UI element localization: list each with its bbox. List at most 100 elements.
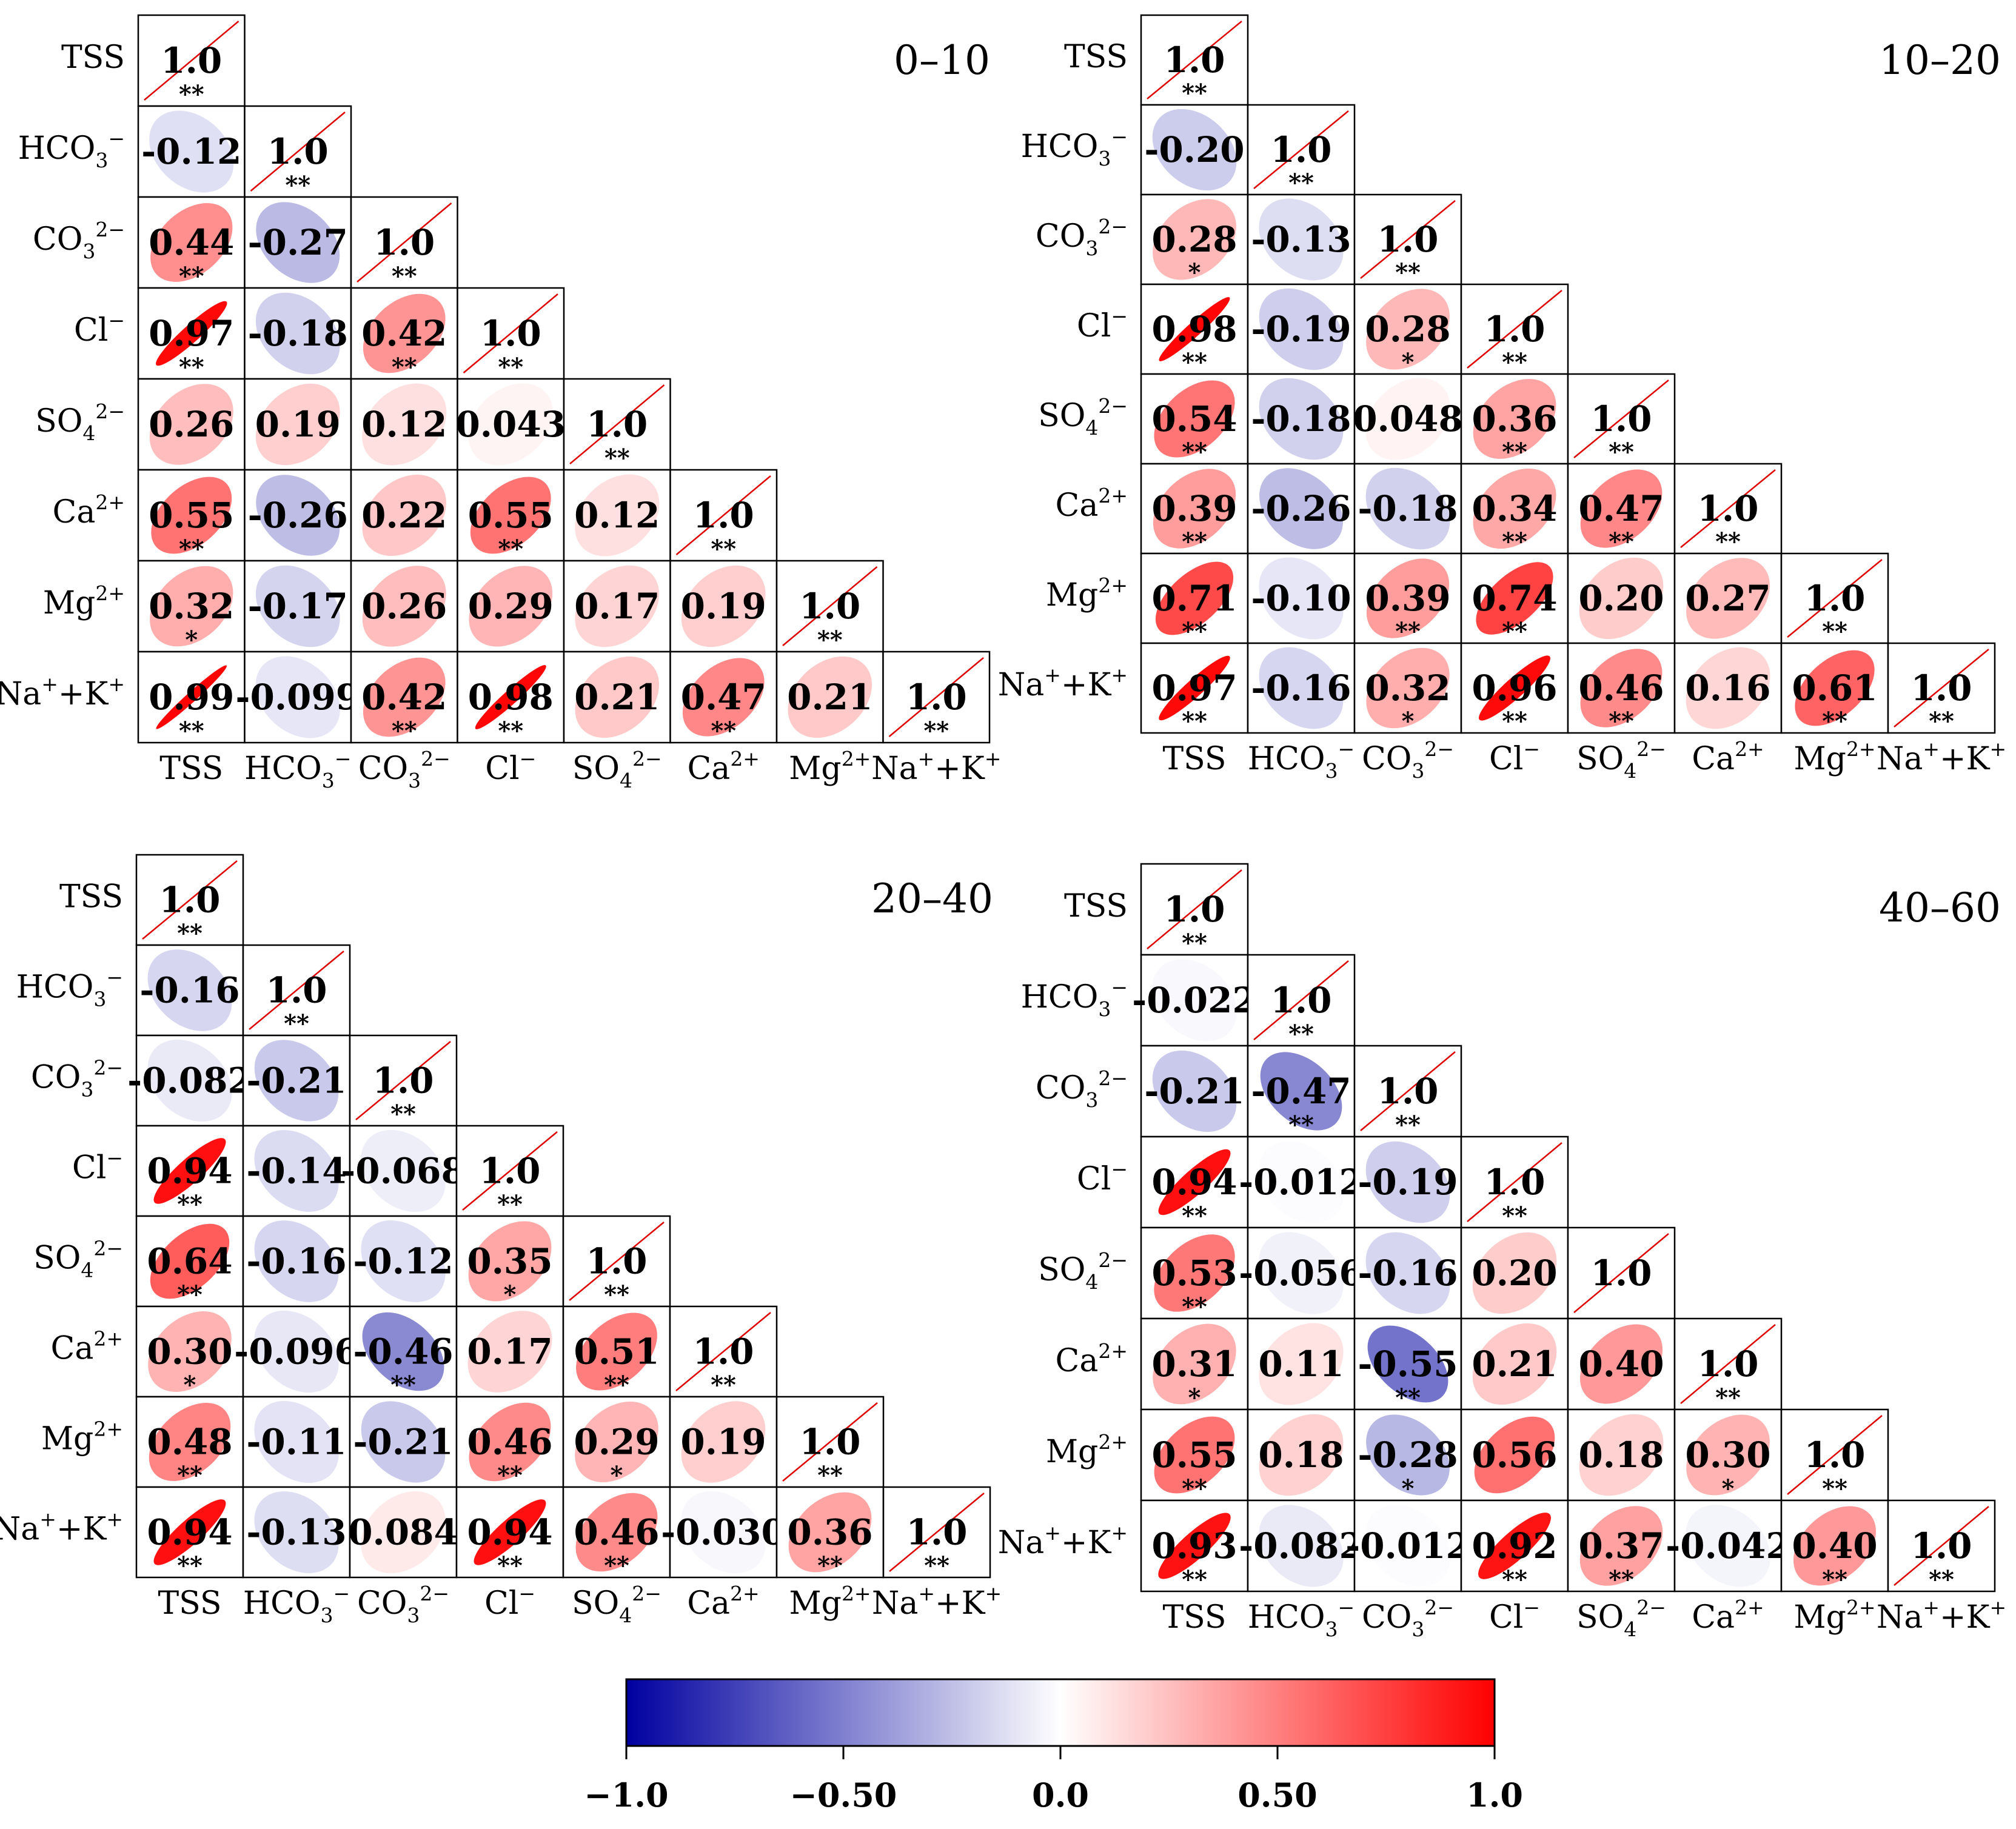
correlation-value: 0.048: [1353, 398, 1463, 440]
diagonal-line: [1787, 1415, 1883, 1495]
corr-cell-co3-hco3: -0.27: [244, 196, 352, 289]
corr-cell-ca-cl: 0.55**: [457, 469, 565, 563]
correlation-value: 0.30: [147, 1331, 232, 1373]
diagonal-line: [249, 951, 344, 1030]
row-label-tss: TSS: [1064, 39, 1128, 75]
correlation-value: 0.64: [147, 1241, 232, 1282]
correlation-value: 0.47: [1578, 488, 1664, 529]
correlation-value: 0.39: [1365, 578, 1450, 619]
significance-mark: **: [1502, 527, 1527, 556]
correlation-value: 0.16: [1685, 667, 1770, 709]
correlation-ellipse: [1154, 380, 1235, 458]
diagonal-line: [142, 860, 238, 940]
diagonal-line: [463, 293, 558, 373]
col-label-hco3: HCO3−: [1248, 737, 1355, 783]
correlation-ellipse: [149, 110, 234, 193]
correlation-ellipse: [681, 1401, 766, 1483]
corr-cell-cl-tss: 0.94**: [135, 1125, 244, 1219]
significance-mark: **: [1715, 527, 1741, 556]
correlation-value: 0.21: [574, 677, 660, 718]
significance-mark: *: [504, 1280, 517, 1309]
corr-cell-hco3-tss: -0.12: [137, 105, 246, 198]
correlation-value: -0.21: [1144, 1071, 1244, 1112]
correlation-value: 0.32: [149, 586, 234, 627]
correlation-ellipse: [147, 1039, 232, 1122]
diagonal-line: [1467, 290, 1562, 369]
correlation-value: -0.13: [246, 1512, 346, 1553]
correlation-ellipse: [148, 1311, 232, 1392]
correlation-value: 1.0: [159, 880, 221, 921]
corr-cell-nak-co3: 0.42**: [350, 650, 458, 745]
correlation-ellipse: [1158, 1149, 1231, 1215]
correlation-ellipse: [361, 1491, 446, 1574]
correlation-ellipse: [255, 383, 340, 466]
significance-mark: **: [817, 1461, 843, 1490]
correlation-value: 0.19: [681, 586, 766, 627]
correlation-ellipse: [1365, 1232, 1450, 1314]
significance-mark: **: [1609, 527, 1634, 556]
corr-cell-so4-so4: 1.0**: [1567, 373, 1676, 466]
col-label-cl: Cl−: [1489, 737, 1540, 777]
correlation-value: 0.42: [361, 313, 447, 354]
correlation-ellipse: [361, 1129, 446, 1212]
correlation-value: -0.19: [1251, 309, 1351, 350]
correlation-ellipse: [254, 1491, 339, 1573]
col-label-tss: TSS: [158, 1585, 221, 1622]
corr-cell-mg-cl: 0.56: [1460, 1408, 1569, 1502]
col-label-nak: Na++K+: [1877, 737, 2006, 777]
correlation-value: -0.27: [248, 222, 348, 263]
corr-cell-cl-hco3: -0.19: [1247, 283, 1356, 375]
significance-mark: **: [177, 1190, 203, 1219]
significance-mark: **: [1182, 79, 1207, 107]
correlation-value: 0.20: [1578, 578, 1664, 619]
row-label-mg: Mg2+: [1046, 573, 1128, 614]
correlation-ellipse: [1579, 1324, 1663, 1404]
significance-mark: **: [497, 1461, 523, 1490]
corr-cell-mg-ca: 0.27: [1673, 552, 1783, 644]
correlation-value: 0.22: [361, 495, 447, 536]
correlation-value: 0.51: [574, 1331, 659, 1373]
correlation-ellipse: [1686, 647, 1770, 729]
correlation-ellipse: [1153, 199, 1236, 280]
col-label-cl: Cl−: [1489, 1596, 1540, 1636]
correlation-value: 0.084: [348, 1512, 458, 1553]
corr-cell-so4-tss: 0.54**: [1140, 373, 1249, 466]
corr-cell-mg-so4: 0.29*: [562, 1396, 671, 1490]
correlation-value: 0.55: [149, 495, 234, 536]
significance-mark: **: [177, 1461, 203, 1490]
correlation-value: 0.94: [147, 1512, 232, 1553]
correlation-ellipse: [1259, 1323, 1344, 1405]
corr-cell-nak-co3: 0.32*: [1353, 642, 1462, 735]
corr-cell-mg-ca: 0.30*: [1673, 1408, 1783, 1503]
correlation-value: 0.19: [680, 1422, 766, 1463]
correlation-value: -0.12: [141, 131, 241, 172]
correlation-ellipse: [1159, 655, 1230, 721]
correlation-ellipse: [156, 665, 227, 729]
corr-cell-tss-tss: 1.0**: [135, 854, 244, 948]
row-label-ca: Ca2+: [51, 1326, 123, 1366]
corr-cell-ca-cl: 0.21: [1460, 1317, 1569, 1411]
corr-cell-co3-tss: 0.44**: [137, 196, 246, 290]
correlation-value: 0.32: [1365, 667, 1450, 709]
significance-mark: **: [498, 717, 523, 745]
diagonal-line: [1787, 559, 1883, 638]
correlation-value: 0.28: [1151, 219, 1237, 260]
corr-cell-tss-tss: 1.0**: [1140, 863, 1249, 957]
row-label-nak: Na++K+: [0, 672, 125, 712]
correlation-ellipse: [575, 1493, 658, 1572]
correlation-value: 1.0: [1484, 1162, 1545, 1203]
correlation-value: -0.012: [1239, 1162, 1364, 1203]
diagonal-line: [1253, 960, 1349, 1040]
correlation-ellipse: [1152, 1050, 1237, 1132]
corr-cell-so4-co3: -0.16: [1353, 1226, 1462, 1320]
col-label-tss: TSS: [1162, 741, 1226, 777]
correlation-value: -0.12: [353, 1241, 453, 1282]
corr-cell-nak-mg: 0.40**: [1780, 1499, 1889, 1594]
row-label-so4: SO42−: [33, 1236, 123, 1282]
significance-mark: **: [817, 1551, 843, 1580]
corr-cell-so4-tss: 0.26: [137, 378, 246, 471]
diagonal-line: [1147, 869, 1242, 949]
corr-cell-nak-so4: 0.46**: [562, 1486, 671, 1580]
diagonal-line: [1360, 200, 1456, 279]
